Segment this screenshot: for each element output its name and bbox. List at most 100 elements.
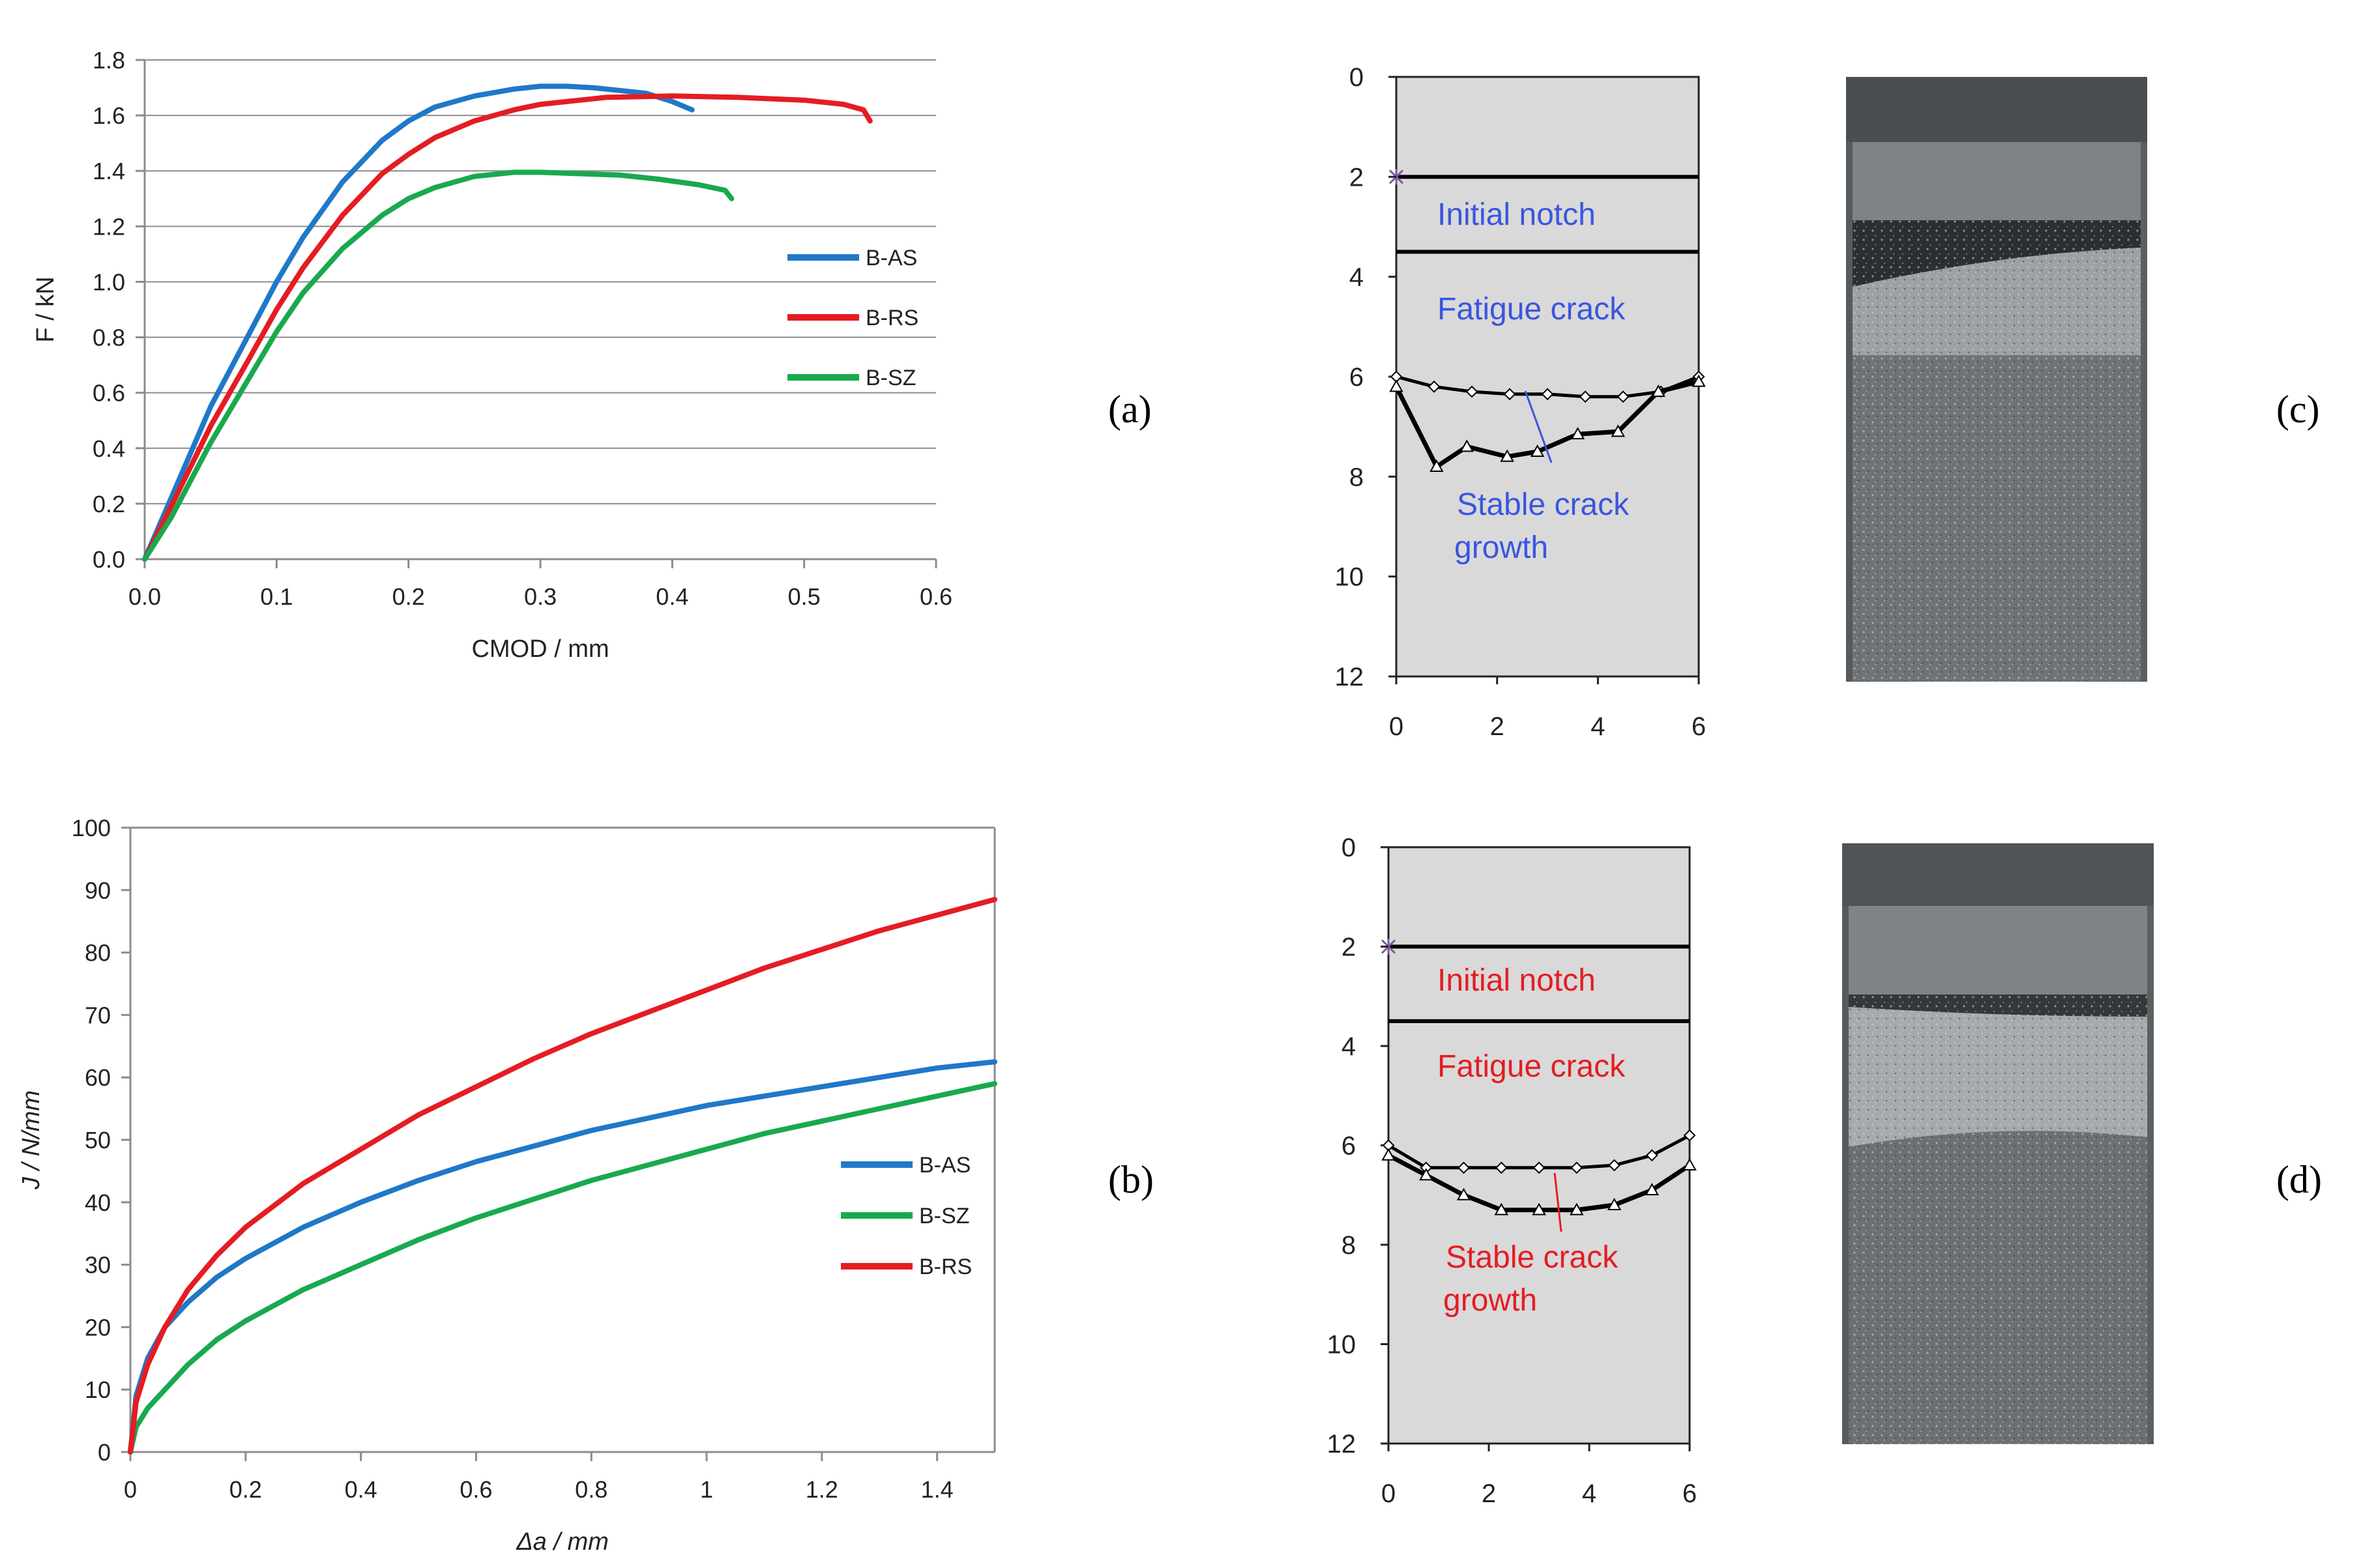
y-tick-label: 4	[1342, 1032, 1356, 1061]
diamond-marker	[1503, 388, 1516, 401]
x-tick-label: 1	[700, 1476, 713, 1503]
triangle-marker	[1500, 449, 1514, 462]
triangle-marker	[1456, 1187, 1471, 1200]
x-tick-label: 0.0	[128, 583, 161, 610]
triangle-marker	[1530, 444, 1545, 457]
y-tick-label: 4	[1349, 263, 1364, 292]
series-line-b-rs	[142, 93, 873, 562]
fracture-surface-photo-d	[1842, 843, 2154, 1444]
panel-c-crack-profile: 0 2 4 6 8 10 12 0 2 4 6 Initial notch Fatigue crack S…	[1335, 63, 1707, 741]
y-tick-label: 0.4	[93, 435, 125, 462]
diamond-marker	[1683, 1129, 1696, 1142]
panel-d-crack-profile: 0 2 4 6 8 10 12 0 2 4 6 Initial notch Fatigue crack S…	[1327, 834, 1697, 1508]
y-tick-label: 0.0	[93, 546, 125, 573]
y-tick-label: 40	[85, 1189, 111, 1216]
triangle-marker	[1430, 459, 1444, 472]
y-tick-label: 0.6	[93, 380, 125, 407]
x-tick-label: 0.4	[656, 583, 688, 610]
x-tick-label: 0.8	[575, 1476, 608, 1503]
series-line-b-sz	[128, 1081, 997, 1455]
panel-label-a: (a)	[1108, 388, 1152, 431]
x-tick-label: 1.2	[806, 1476, 838, 1503]
triangle-marker	[1651, 384, 1665, 397]
legend-label-b-rs: B-RS	[866, 306, 918, 330]
y-tick-label: 12	[1327, 1430, 1356, 1459]
x-tick-label: 0.1	[260, 583, 293, 610]
y-tick-label: 2	[1342, 933, 1356, 962]
y-tick-label: 8	[1349, 463, 1364, 491]
series-line-b-rs	[128, 897, 997, 1455]
stable-crack-leader-line	[1524, 390, 1553, 463]
triangle-marker	[1381, 1148, 1396, 1161]
y-tick-label: 10	[1327, 1331, 1356, 1359]
diamond-marker	[1579, 390, 1592, 403]
y-tick-label: 1.0	[93, 269, 125, 295]
label-initial-notch: Initial notch	[1437, 963, 1596, 998]
x-tick-label: 0.2	[392, 583, 425, 610]
y-tick-label: 20	[85, 1314, 111, 1341]
triangle-marker	[1419, 1168, 1433, 1181]
x-tick-label: 2	[1490, 712, 1504, 741]
y-axis-label: F / kN	[32, 276, 59, 342]
y-tick-label: 1.6	[93, 102, 125, 129]
triangle-marker	[1532, 1202, 1546, 1215]
y-tick-label: 1.8	[93, 47, 125, 74]
triangle-marker	[1645, 1183, 1659, 1196]
x-tick-label: 0.2	[229, 1476, 262, 1503]
triangle-marker	[1570, 1202, 1584, 1215]
series-line-b-sz	[142, 169, 735, 562]
label-fatigue-crack: Fatigue crack	[1437, 1049, 1626, 1084]
triangle-marker	[1611, 424, 1625, 437]
legend-label-b-rs: B-RS	[919, 1255, 972, 1279]
diamond-marker	[1532, 1161, 1546, 1174]
legend-label-b-as: B-AS	[919, 1153, 971, 1178]
y-tick-label: 50	[85, 1127, 111, 1154]
y-tick-label: 0.8	[93, 325, 125, 351]
y-tick-label: 30	[85, 1252, 111, 1279]
x-tick-label: 0	[124, 1476, 137, 1503]
triangle-marker	[1459, 439, 1474, 452]
x-tick-label: 4	[1591, 712, 1605, 741]
series-line-b-as	[142, 83, 695, 562]
label-stable-crack: Stable crack	[1457, 487, 1630, 522]
panel-label-b: (b)	[1108, 1158, 1154, 1201]
y-tick-label: 1.4	[93, 158, 125, 184]
legend-label-b-as: B-AS	[866, 246, 917, 270]
panel-label-c: (c)	[2276, 388, 2320, 431]
label-initial-notch: Initial notch	[1437, 197, 1596, 232]
triangle-marker	[1682, 1157, 1697, 1170]
y-tick-label: 90	[85, 877, 111, 904]
y-tick-label: 8	[1342, 1231, 1356, 1260]
y-tick-label: 0	[1342, 834, 1356, 862]
x-tick-label: 0.6	[460, 1476, 492, 1503]
stable-crack-leader-line	[1553, 1172, 1562, 1232]
triangle-marker	[1570, 427, 1585, 440]
triangle-marker	[1692, 374, 1706, 387]
x-tick-label: 0.5	[788, 583, 821, 610]
series-line-b-as	[128, 1059, 997, 1455]
label-growth: growth	[1443, 1283, 1537, 1318]
y-axis-label: J / N/mm	[18, 1090, 45, 1190]
y-tick-label: 6	[1349, 363, 1364, 392]
y-tick-label: 80	[85, 940, 111, 966]
panel-b-chart: 0 10 20 30 40 50 60 70 80 90 100 0 0.2 0.4 0.6 0.8 1 1.2 1…	[18, 815, 997, 1556]
x-tick-label: 4	[1582, 1479, 1596, 1508]
legend-label-b-sz: B-SZ	[919, 1204, 969, 1228]
y-tick-label: 1.2	[93, 213, 125, 240]
triangle-marker	[1389, 379, 1403, 392]
y-tick-label: 2	[1349, 163, 1364, 192]
y-tick-label: 0.2	[93, 491, 125, 517]
x-tick-label: 6	[1682, 1479, 1697, 1508]
diamond-marker	[1458, 1161, 1470, 1174]
fracture-surface-photo-c	[1846, 77, 2147, 682]
label-fatigue-crack: Fatigue crack	[1437, 292, 1626, 327]
x-tick-label: 2	[1482, 1479, 1496, 1508]
y-tick-label: 10	[1335, 563, 1364, 592]
x-tick-label: 0	[1381, 1479, 1396, 1508]
x-tick-label: 0.3	[524, 583, 557, 610]
diamond-marker	[1617, 390, 1630, 403]
diamond-marker	[1465, 385, 1478, 398]
x-tick-label: 6	[1692, 712, 1706, 741]
x-tick-label: 0	[1389, 712, 1403, 741]
